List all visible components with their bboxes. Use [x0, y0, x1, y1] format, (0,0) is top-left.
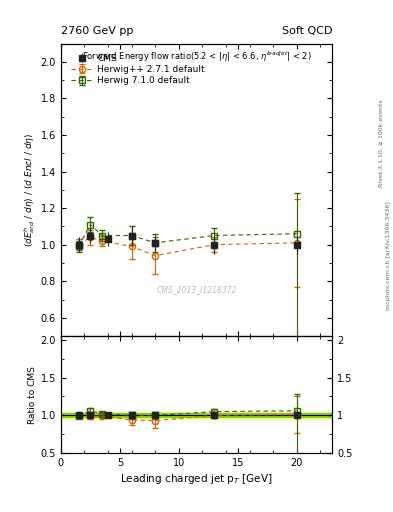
Y-axis label: Ratio to CMS: Ratio to CMS [28, 366, 37, 423]
Bar [61, 412, 332, 419]
Text: mcplots.cern.ch [arXiv:1306.3436]: mcplots.cern.ch [arXiv:1306.3436] [386, 202, 391, 310]
Y-axis label: $(dE^{h}_{ard}\ /\ d\eta)\ /\ (d\ Encl\ /\ d\eta)$: $(dE^{h}_{ard}\ /\ d\eta)\ /\ (d\ Encl\ … [22, 133, 37, 247]
Text: Forward Energy flow ratio(5.2 < |$\eta$| < 6.6, $\eta^{leadjet}$| < 2): Forward Energy flow ratio(5.2 < |$\eta$|… [82, 49, 311, 64]
Legend: CMS, Herwig++ 2.7.1 default, Herwig 7.1.0 default: CMS, Herwig++ 2.7.1 default, Herwig 7.1.… [71, 54, 205, 86]
X-axis label: Leading charged jet p$_{T}$ [GeV]: Leading charged jet p$_{T}$ [GeV] [120, 472, 273, 486]
Text: Rivet 3.1.10, ≥ 100k events: Rivet 3.1.10, ≥ 100k events [379, 99, 384, 187]
Text: CMS_2013_I1218372: CMS_2013_I1218372 [156, 285, 237, 294]
Text: 2760 GeV pp: 2760 GeV pp [61, 26, 133, 36]
Bar [61, 414, 332, 417]
Text: Soft QCD: Soft QCD [282, 26, 332, 36]
